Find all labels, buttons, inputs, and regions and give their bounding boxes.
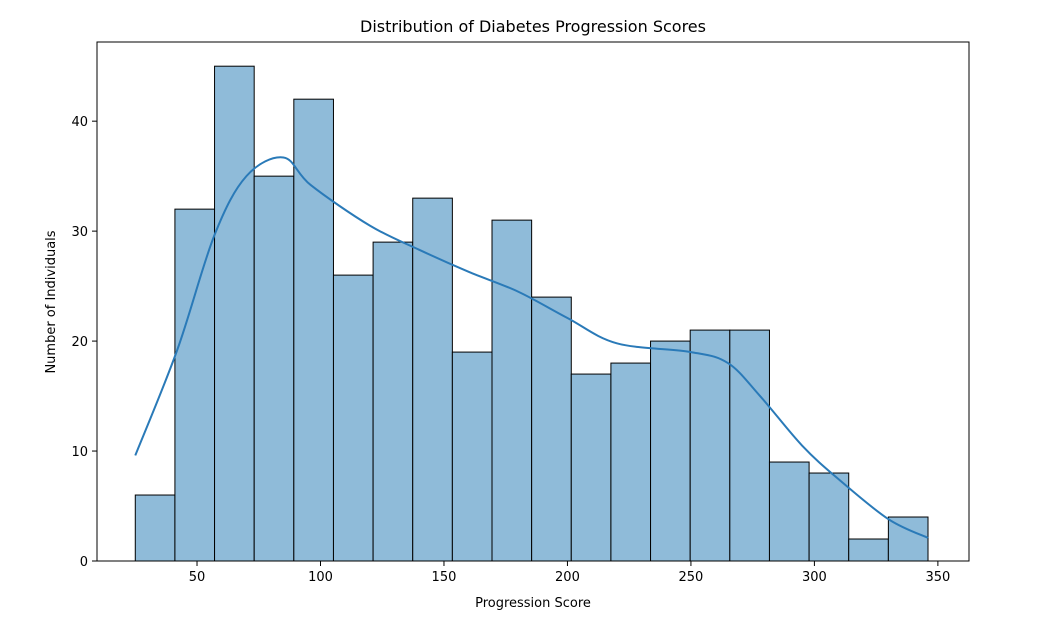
chart-title: Distribution of Diabetes Progression Sco… <box>360 17 706 36</box>
histogram-bar <box>451 351 493 562</box>
histogram-bar <box>174 208 216 562</box>
histogram-bar <box>491 219 533 562</box>
histogram-bar <box>412 197 453 562</box>
histogram-bar <box>808 472 850 562</box>
x-tick-label: 250 <box>679 570 704 585</box>
x-tick-label: 150 <box>432 570 457 585</box>
histogram-bar <box>332 274 374 562</box>
y-tick-label: 40 <box>71 115 88 130</box>
histogram-bar <box>253 175 295 562</box>
histogram-bar <box>887 516 929 562</box>
histogram-bar <box>570 373 612 562</box>
x-tick-label: 300 <box>802 570 827 585</box>
x-axis-label: Progression Score <box>475 596 591 611</box>
x-tick-label: 350 <box>925 570 950 585</box>
histogram-bar <box>531 296 572 562</box>
y-tick-label: 30 <box>71 225 88 240</box>
y-tick-label: 10 <box>71 445 88 460</box>
histogram-bar <box>650 340 691 562</box>
histogram-bar <box>729 329 770 562</box>
y-axis-label: Number of Individuals <box>44 230 59 373</box>
x-tick-label: 100 <box>308 570 333 585</box>
histogram-bar <box>610 362 652 562</box>
histogram-bar <box>293 98 334 562</box>
histogram-bar <box>689 329 731 562</box>
histogram-bar <box>848 538 889 562</box>
plot-frame <box>96 41 970 562</box>
x-tick-label: 200 <box>555 570 580 585</box>
histogram-bar <box>134 494 176 562</box>
histogram-bar <box>768 461 810 562</box>
histogram-bar <box>214 65 255 562</box>
y-tick-label: 0 <box>80 555 88 570</box>
y-tick-label: 20 <box>71 335 88 350</box>
x-tick-label: 50 <box>189 570 206 585</box>
kde-curve <box>134 156 929 539</box>
histogram-bar <box>372 241 414 562</box>
